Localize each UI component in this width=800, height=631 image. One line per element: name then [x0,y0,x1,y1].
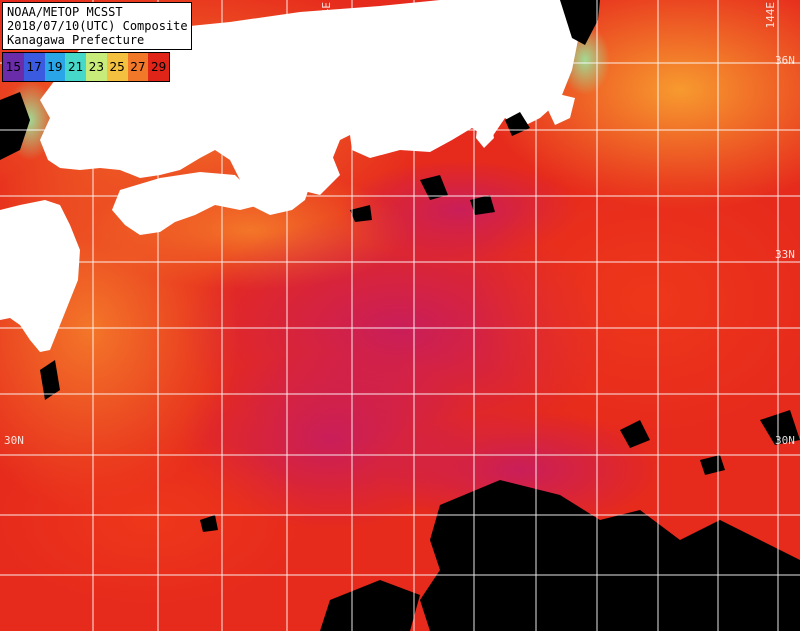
legend-swatch: 23 [86,53,107,81]
lat-label-36n: 36N [775,54,795,67]
land-kii [290,140,340,195]
lon-label-144e: 144E [764,2,777,29]
land-kyushu [0,200,80,352]
land-shikoku [112,172,260,235]
title-line-source: NOAA/METOP MCSST [7,5,123,19]
lat-label-33n: 33N [775,248,795,261]
title-box: NOAA/METOP MCSST 2018/07/10(UTC) Composi… [2,2,192,50]
land-honshu [40,0,580,215]
legend-swatch: 15 [3,53,24,81]
lat-label-30n-left: 30N [4,434,24,447]
legend-label: 15 [5,60,22,74]
lat-label-30n-right: 30N [775,434,795,447]
legend-label: 21 [67,60,84,74]
land-izu [476,118,494,148]
legend-label: 29 [150,60,167,74]
legend-swatch: 25 [106,53,128,81]
legend-swatch: 27 [127,53,149,81]
legend-swatch: 29 [148,53,169,81]
legend-label: 23 [88,60,105,74]
title-line-date: 2018/07/10(UTC) Composite [7,19,188,33]
legend-label: 25 [109,60,125,74]
legend-swatch: 17 [23,53,45,81]
legend-label: 27 [130,60,146,74]
lon-label-134e: 134E [320,2,333,29]
title-line-region: Kanagawa Prefecture [7,33,145,47]
legend-swatch: 19 [44,53,66,81]
magenta-patch [380,410,660,530]
legend-label: 17 [26,60,42,74]
land-boso [548,92,575,125]
legend-swatch: 21 [65,53,86,81]
red-patch [0,430,310,610]
legend-label: 19 [47,60,63,74]
temperature-legend: 15 17 19 21 23 25 27 29 [2,52,170,82]
